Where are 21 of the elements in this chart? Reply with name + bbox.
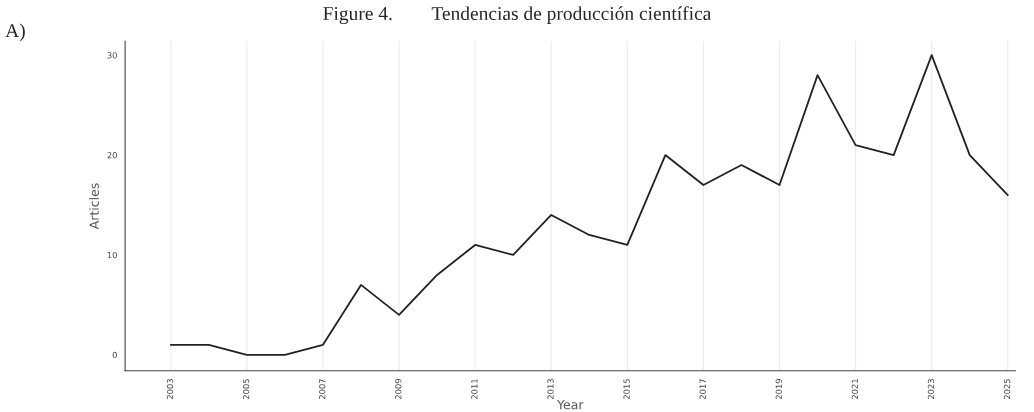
x-tick-label: 2007	[319, 379, 326, 400]
x-tick-label: 2011	[471, 379, 478, 400]
y-tick-label: 0	[112, 351, 117, 359]
x-tick-label: 2021	[851, 379, 859, 400]
x-tick-label: 2023	[927, 379, 935, 400]
x-tick-label: 2009	[395, 379, 402, 400]
y-tick-label: 20	[107, 152, 117, 159]
text: A)	[5, 23, 25, 42]
x-tick-label: 2003	[166, 379, 174, 400]
y-axis-title: Articles	[89, 183, 99, 230]
x-axis-title: Year	[556, 400, 584, 410]
y-tick-label: 10	[107, 251, 117, 259]
x-tick-label: 2019	[775, 379, 782, 400]
x-tick-label: 2005	[242, 379, 250, 400]
x-tick-label: 2017	[699, 379, 706, 400]
chart-title: Figure 4. Tendencias de producción científica	[323, 6, 712, 25]
x-tick-label: 2013	[547, 379, 554, 400]
x-tick-label: 2025	[1003, 379, 1011, 400]
line-series	[169, 54, 1009, 356]
x-tick-label: 2015	[623, 379, 630, 400]
y-tick-label: 30	[107, 52, 117, 59]
